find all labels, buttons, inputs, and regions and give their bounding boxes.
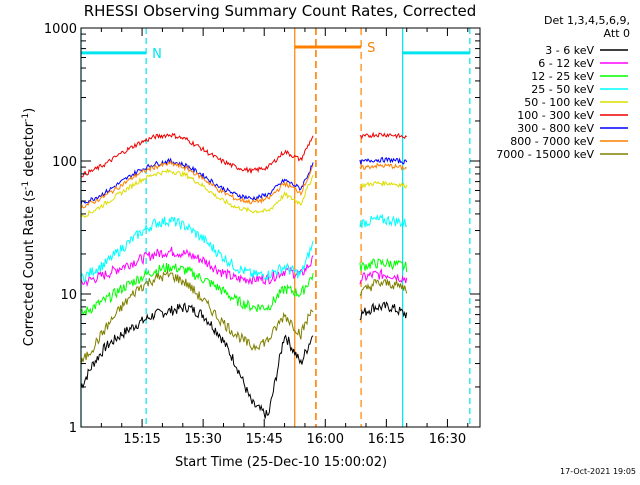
series-line	[80, 269, 314, 366]
legend-label: 3 - 6 keV	[545, 44, 594, 57]
x-tick-label: 15:45	[245, 432, 282, 447]
y-tick-label: 1000	[44, 22, 77, 37]
legend-label: 800 - 7000 keV	[510, 135, 594, 148]
y-axis-label: Corrected Count Rate (s-1 detector-1)	[21, 108, 37, 346]
legend-header-attenuator: Att 0	[604, 27, 630, 40]
series-line	[359, 301, 408, 321]
series-line	[359, 131, 408, 140]
series-line	[359, 267, 408, 285]
plot-frame	[80, 27, 481, 428]
x-tick-label: 15:30	[184, 432, 221, 447]
timestamp: 17-Oct-2021 19:05	[560, 467, 636, 476]
series-line	[359, 162, 408, 171]
series-line	[80, 262, 314, 316]
x-axis-label: Start Time (25-Dec-10 15:00:02)	[175, 455, 387, 470]
chart-title: RHESSI Observing Summary Count Rates, Co…	[84, 2, 477, 20]
saa-label: S	[367, 41, 375, 56]
x-tick-label: 16:15	[368, 432, 405, 447]
series-line	[80, 216, 314, 283]
legend-header-detectors: Det 1,3,4,5,6,9,	[544, 14, 630, 27]
series-line	[80, 159, 314, 210]
series-line	[359, 180, 408, 190]
series-line	[80, 302, 314, 419]
legend-label: 25 - 50 keV	[531, 83, 594, 96]
legend-label: 100 - 300 keV	[517, 109, 594, 122]
x-tick-label: 16:30	[429, 432, 466, 447]
series-layer	[80, 131, 408, 419]
y-tick-label: 100	[52, 155, 77, 170]
series-line	[80, 246, 314, 288]
series-line	[80, 168, 314, 219]
y-tick-label: 10	[60, 288, 77, 303]
series-line	[359, 257, 408, 273]
legend-label: 12 - 25 keV	[531, 70, 594, 83]
legend-label: 7000 - 15000 keV	[496, 148, 594, 161]
night-label: N	[152, 47, 162, 62]
y-tick-label: 1	[69, 421, 77, 436]
x-tick-label: 16:00	[307, 432, 344, 447]
x-tick-label: 15:15	[123, 432, 160, 447]
axis-layer: 15:15 15:30 15:45 16:00 16:15 16:30 1 10 100 1000	[44, 22, 480, 447]
series-line	[359, 279, 408, 297]
legend-label: 50 - 100 keV	[524, 96, 594, 109]
legend-label: 6 - 12 keV	[538, 57, 594, 70]
series-line	[80, 132, 314, 178]
series-line	[359, 156, 408, 165]
legend-label: 300 - 800 keV	[517, 122, 594, 135]
series-line	[359, 213, 408, 229]
